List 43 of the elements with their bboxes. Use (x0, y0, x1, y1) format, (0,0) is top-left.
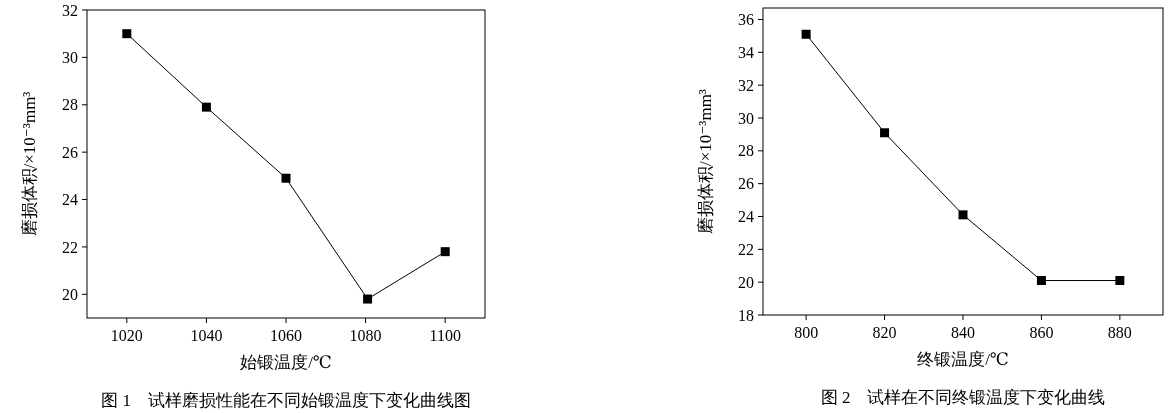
y-tick-label: 24 (738, 208, 754, 226)
y-axis-title: 磨损体积/×10⁻³mm³ (20, 91, 39, 237)
x-axis-title: 终锻温度/℃ (917, 350, 1009, 369)
y-tick-label: 18 (738, 306, 754, 324)
x-tick-label: 860 (1029, 324, 1054, 341)
y-tick-label: 26 (62, 143, 78, 161)
x-tick-label: 1100 (429, 327, 461, 344)
caption: 图 1 试样磨损性能在不同始锻温度下变化曲线图 (101, 391, 471, 410)
y-tick-label: 32 (738, 76, 754, 94)
y-tick-label: 30 (62, 48, 78, 66)
x-axis-title: 始锻温度/℃ (240, 353, 332, 372)
y-tick-label: 22 (738, 240, 754, 258)
y-tick-label: 32 (62, 1, 78, 19)
point (201, 102, 211, 112)
point (880, 128, 890, 138)
y-tick-label: 20 (62, 285, 78, 303)
y-tick-label: 34 (738, 43, 754, 61)
point (1036, 276, 1046, 286)
x-tick-label: 820 (872, 324, 897, 341)
x-tick-label: 1080 (349, 327, 382, 344)
x-tick-label: 1020 (110, 327, 143, 344)
y-tick-label: 28 (62, 96, 78, 114)
point (122, 29, 132, 39)
point (801, 29, 811, 39)
x-tick-label: 1040 (190, 327, 223, 344)
point (958, 210, 968, 220)
y-tick-label: 20 (738, 273, 754, 291)
x-tick-label: 840 (951, 324, 975, 341)
x-tick-label: 880 (1107, 324, 1132, 341)
y-axis-title: 磨损体积/×10⁻³mm³ (696, 89, 715, 234)
point (281, 173, 291, 183)
y-tick-label: 26 (738, 175, 754, 193)
point (440, 247, 450, 257)
y-tick-label: 36 (738, 11, 754, 29)
y-tick-label: 24 (62, 191, 78, 209)
caption: 图 2 试样在不同终锻温度下变化曲线 (820, 388, 1106, 407)
point (363, 294, 373, 304)
x-tick-label: 1060 (270, 327, 302, 344)
x-tick-label: 800 (794, 324, 819, 341)
y-tick-label: 28 (738, 142, 754, 160)
y-tick-label: 22 (62, 238, 78, 256)
y-tick-label: 30 (738, 109, 754, 127)
point (1115, 276, 1125, 286)
